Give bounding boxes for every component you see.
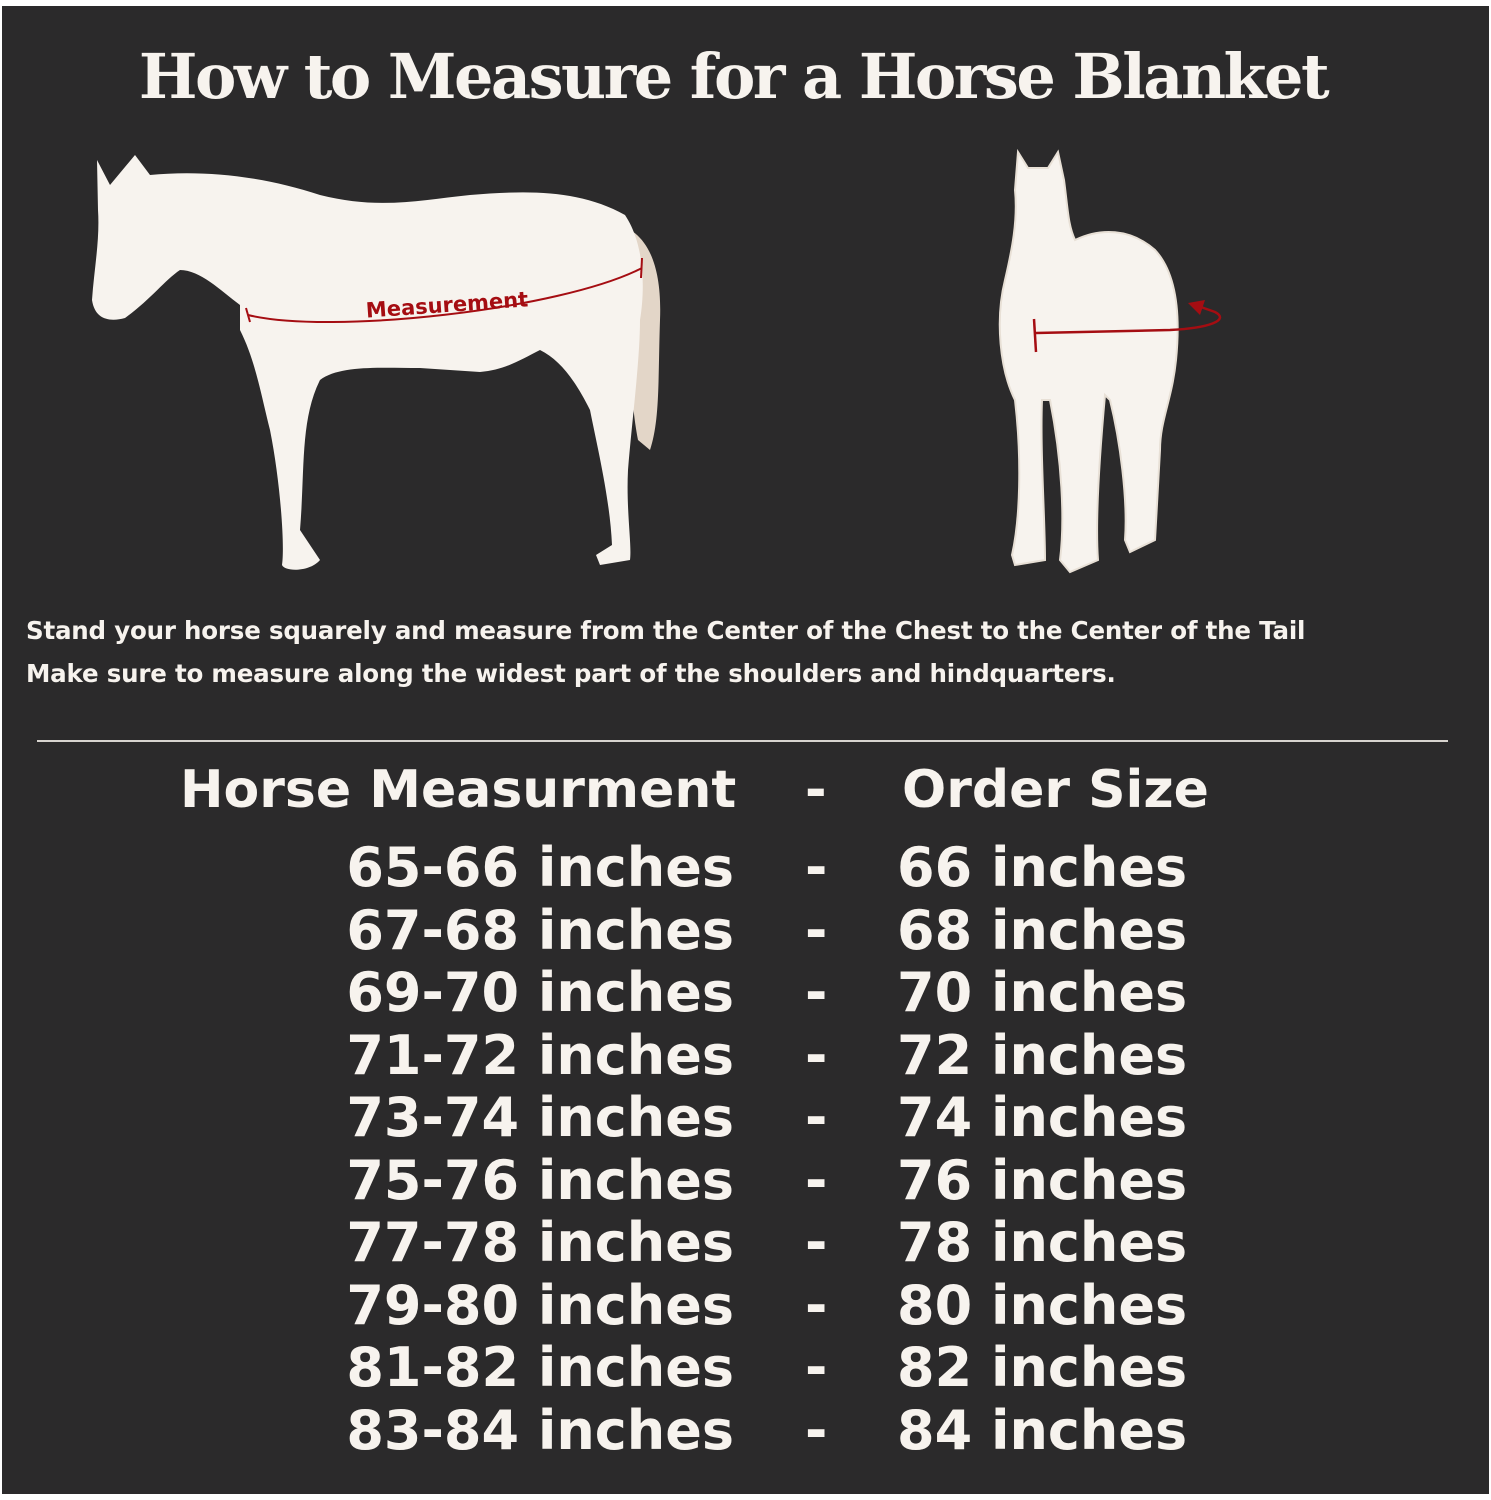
- order-size: 84 inches: [897, 1398, 1188, 1462]
- header-horse-measurement: Horse Measurment: [180, 760, 737, 820]
- table-row: 79-80 inches - 80 inches: [0, 1273, 1491, 1337]
- order-size: 72 inches: [897, 1023, 1188, 1087]
- table-row: 81-82 inches - 82 inches: [0, 1336, 1491, 1399]
- horse-measurement: 83-84 inches: [346, 1398, 734, 1462]
- horse-measurement: 75-76 inches: [346, 1148, 734, 1212]
- front-horse-illustration: [998, 148, 1222, 574]
- horse-measurement: 65-66 inches: [346, 836, 734, 899]
- separator: -: [805, 961, 828, 1024]
- horse-illustrations: Measurement: [92, 148, 1222, 574]
- horse-measurement: 69-70 inches: [346, 961, 734, 1024]
- front-horse-body: [998, 148, 1179, 574]
- order-size: 78 inches: [897, 1211, 1188, 1274]
- separator: -: [805, 1336, 828, 1399]
- table-row: 83-84 inches - 84 inches: [0, 1398, 1491, 1462]
- instruction-line-1: Stand your horse squarely and measure fr…: [26, 616, 1306, 645]
- header-order-size: Order Size: [902, 760, 1209, 820]
- side-horse-illustration: Measurement: [92, 155, 661, 570]
- table-row: 65-66 inches - 66 inches: [0, 836, 1491, 899]
- measurement-line: [247, 267, 643, 324]
- divider: [37, 740, 1448, 742]
- separator: -: [805, 1211, 828, 1274]
- horse-measurement: 73-74 inches: [346, 1086, 734, 1149]
- separator: -: [805, 1023, 828, 1087]
- instruction-line-2: Make sure to measure along the widest pa…: [26, 659, 1116, 688]
- separator: -: [805, 1148, 828, 1212]
- table-row: 71-72 inches - 72 inches: [0, 1023, 1491, 1087]
- order-size: 82 inches: [897, 1336, 1188, 1399]
- separator: -: [805, 1273, 828, 1337]
- horse-measurement: 81-82 inches: [346, 1336, 734, 1399]
- table-row: 73-74 inches - 74 inches: [0, 1086, 1491, 1149]
- horse-measurement: 67-68 inches: [346, 898, 734, 962]
- separator: -: [805, 836, 828, 899]
- separator: -: [805, 1398, 828, 1462]
- separator: -: [805, 898, 828, 962]
- table-row: 77-78 inches - 78 inches: [0, 1211, 1491, 1274]
- order-size: 70 inches: [897, 961, 1188, 1024]
- table-row: 69-70 inches - 70 inches: [0, 961, 1491, 1024]
- order-size: 80 inches: [897, 1273, 1188, 1337]
- order-size: 76 inches: [897, 1148, 1188, 1212]
- horse-measurement: 71-72 inches: [346, 1023, 734, 1087]
- girth-measurement-arrow: [1035, 304, 1222, 335]
- order-size: 74 inches: [897, 1086, 1188, 1149]
- horse-measurement: 77-78 inches: [346, 1211, 734, 1274]
- separator: -: [805, 1086, 828, 1149]
- side-horse-body: [92, 155, 643, 570]
- header-separator: -: [805, 760, 827, 820]
- order-size: 66 inches: [897, 836, 1188, 899]
- table-row: 75-76 inches - 76 inches: [0, 1148, 1491, 1212]
- page-title: How to Measure for a Horse Blanket: [138, 40, 1330, 113]
- order-size: 68 inches: [897, 898, 1188, 962]
- horse-measurement: 79-80 inches: [346, 1273, 734, 1337]
- arrow-head-icon: [1188, 300, 1205, 315]
- table-row: 67-68 inches - 68 inches: [0, 898, 1491, 962]
